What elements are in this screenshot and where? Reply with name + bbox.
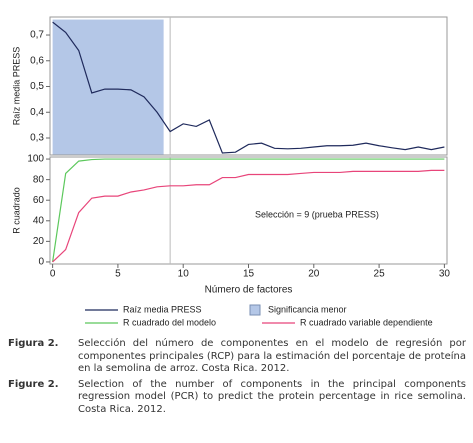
series-line <box>52 169 445 263</box>
caption-text: Selección del número de componentes en e… <box>78 338 466 374</box>
plot-frame <box>49 156 448 265</box>
caption-label: Figure 2. <box>8 378 59 390</box>
y-tick-label: 60 <box>33 195 45 206</box>
y-tick-label: 0 <box>38 257 44 268</box>
y-tick-label: 0,6 <box>30 55 44 66</box>
y-tick-label: 80 <box>33 174 45 185</box>
plot-frame <box>49 16 448 156</box>
x-tick-label: 5 <box>115 269 121 280</box>
caption-text: Selection of the number of components in… <box>78 378 466 415</box>
x-tick-label: 15 <box>243 269 255 280</box>
y-tick-label: 0,5 <box>30 81 44 92</box>
x-tick-label: 20 <box>308 269 320 280</box>
legend-label: R cuadrado del modelo <box>123 317 216 327</box>
chart: 0,3 0,4 0,5 0,6 0,7 Raíz media PRESS 0 20 40 60 80… <box>11 16 451 327</box>
y-tick-label: 100 <box>27 154 44 165</box>
x-axis-label: Número de factores <box>205 285 293 296</box>
y-tick-label: 0,4 <box>30 107 44 118</box>
annotation: Selección = 9 (prueba PRESS) <box>255 209 379 219</box>
x-tick-label: 0 <box>50 269 56 280</box>
shade-region <box>52 19 164 155</box>
legend-label: R cuadrado variable dependiente <box>300 317 433 327</box>
x-tick-label: 10 <box>178 269 190 280</box>
series-line <box>52 21 445 154</box>
y-tick-label: 40 <box>33 215 45 226</box>
caption: Figura 2. Selección del número de compone… <box>8 338 466 419</box>
legend-label: Significancia menor <box>268 304 347 314</box>
x-tick-label: 25 <box>374 269 386 280</box>
x-tick-label: 30 <box>439 269 451 280</box>
series-line <box>52 158 445 263</box>
y-tick-label: 0,7 <box>30 30 44 41</box>
y-tick-label: 0,3 <box>30 133 44 144</box>
caption-row: Figure 2. Selection of the number of comp… <box>8 379 466 417</box>
caption-row: Figura 2. Selección del número de compone… <box>8 338 466 376</box>
legend-swatch <box>249 304 261 316</box>
caption-label: Figura 2. <box>8 338 59 349</box>
y-tick-label: 20 <box>33 236 45 247</box>
legend-label: Raíz media PRESS <box>123 304 202 314</box>
y-axis-label: Raíz media PRESS <box>11 47 21 126</box>
y-axis-label: R cuadrado <box>11 187 21 234</box>
